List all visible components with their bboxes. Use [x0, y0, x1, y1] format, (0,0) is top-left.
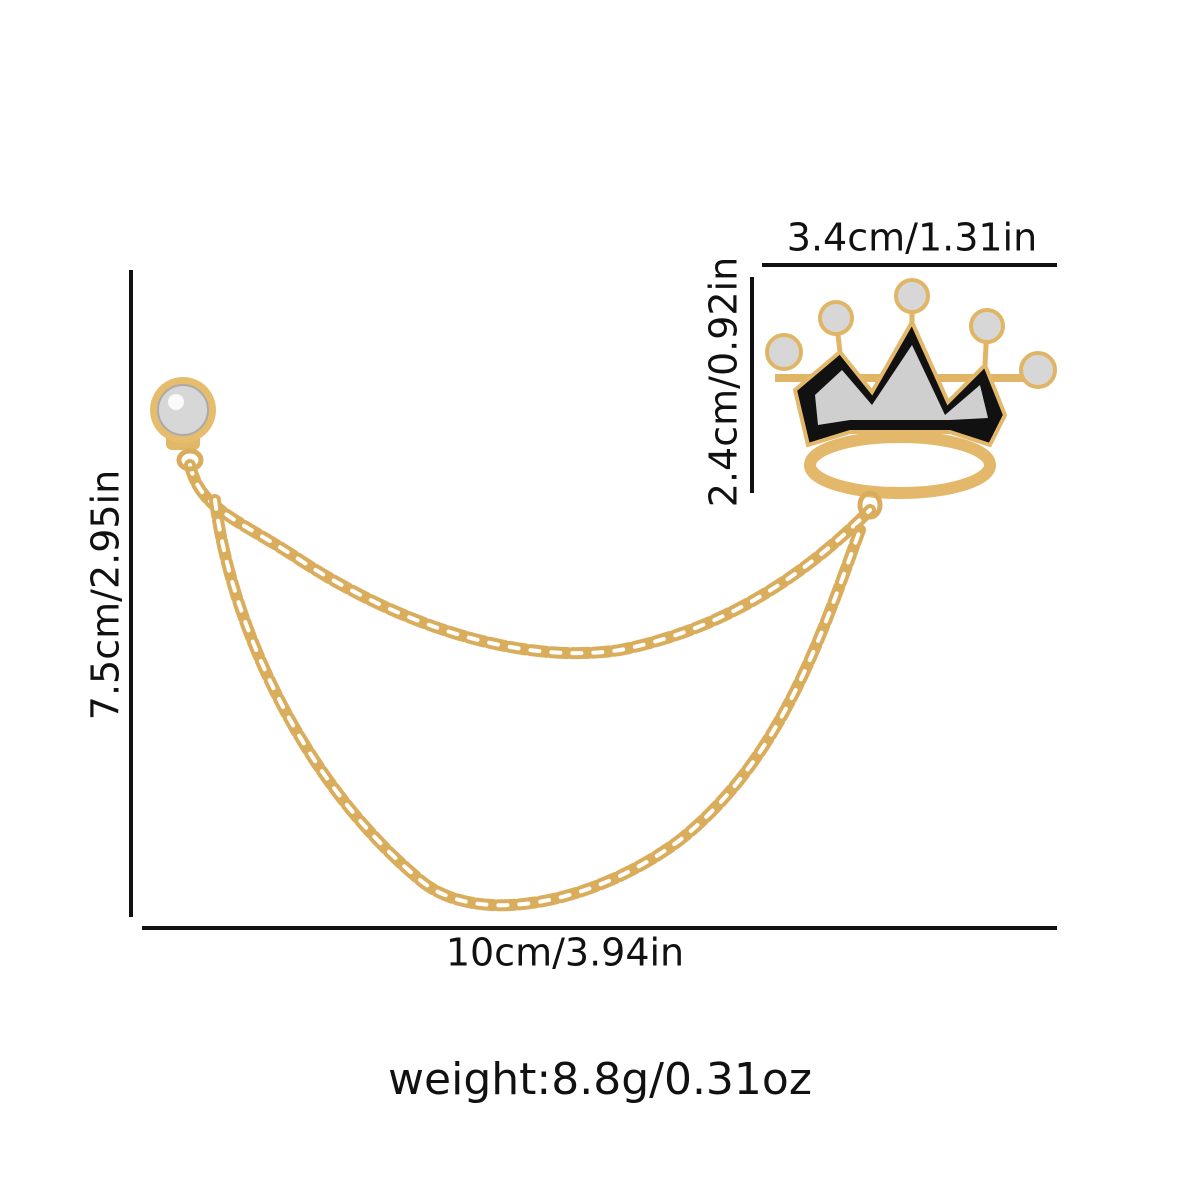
chain-lower-links	[213, 498, 862, 908]
crown-width-label: 3.4cm/1.31in	[787, 216, 1037, 260]
chain-upper-links	[188, 463, 872, 656]
weight-label: weight:8.8g/0.31oz	[388, 1054, 812, 1105]
stone-pin	[150, 377, 216, 472]
crown-height-label: 2.4cm/0.92in	[702, 257, 746, 507]
chains	[184, 459, 876, 912]
crown-brooch	[765, 278, 1057, 520]
width-label: 10cm/3.94in	[446, 931, 684, 975]
length-label: 7.5cm/2.95in	[84, 470, 128, 720]
